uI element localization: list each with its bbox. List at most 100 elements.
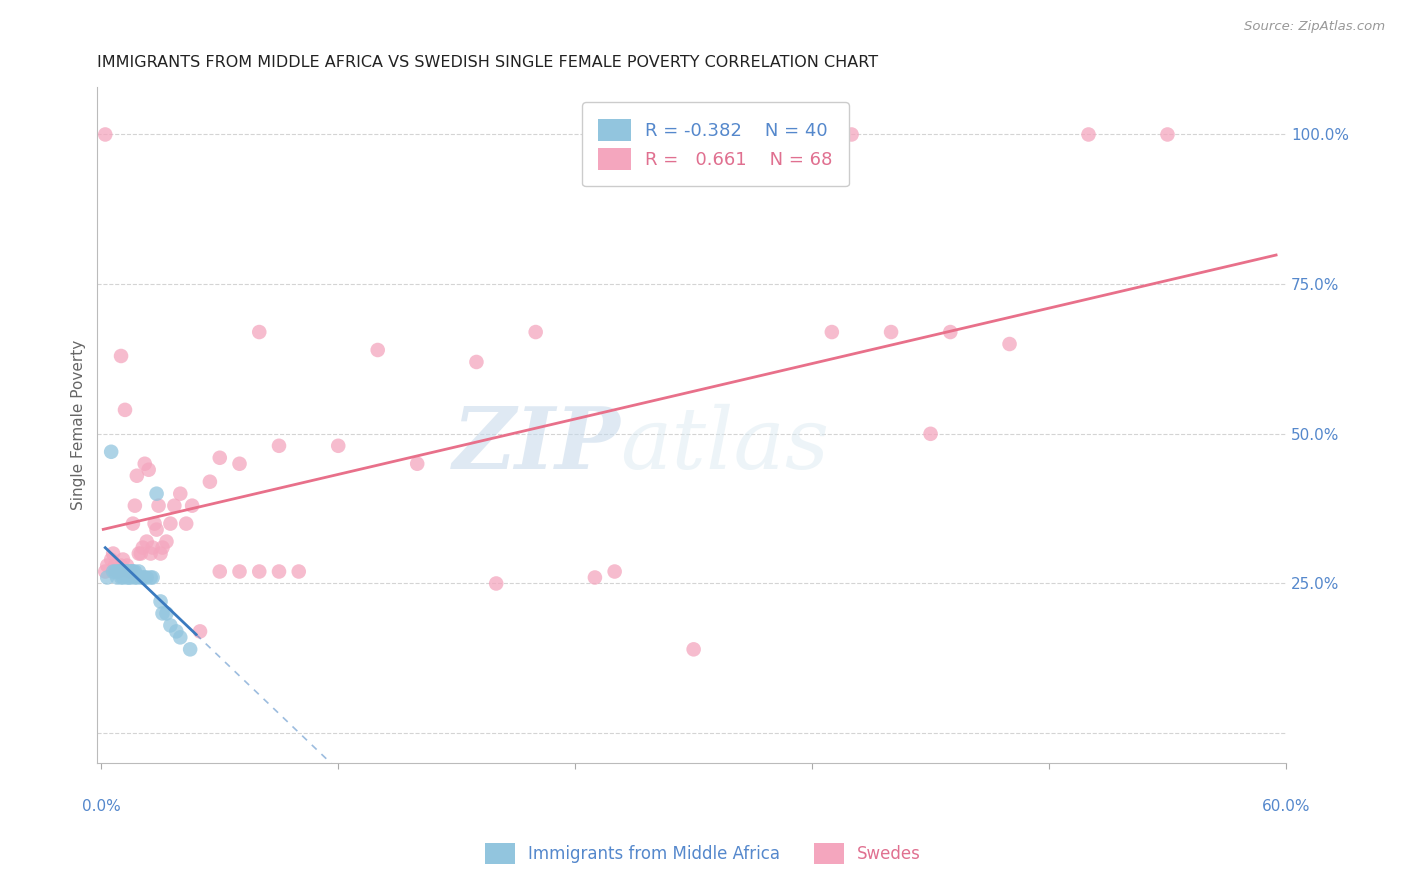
- Point: [125, 570, 148, 584]
- Point: [110, 570, 132, 584]
- Point: [228, 457, 250, 471]
- Point: [149, 594, 172, 608]
- Point: [100, 444, 122, 458]
- Point: [115, 558, 138, 573]
- Point: [135, 534, 157, 549]
- Point: [152, 607, 174, 621]
- Text: 60.0%: 60.0%: [1261, 799, 1310, 814]
- Point: [118, 570, 141, 584]
- Point: [188, 624, 211, 639]
- Point: [247, 325, 270, 339]
- Point: [96, 570, 118, 584]
- Point: [149, 547, 172, 561]
- Point: [181, 499, 204, 513]
- Text: IMMIGRANTS FROM MIDDLE AFRICA VS SWEDISH SINGLE FEMALE POVERTY CORRELATION CHART: IMMIGRANTS FROM MIDDLE AFRICA VS SWEDISH…: [97, 55, 879, 70]
- Point: [96, 558, 118, 573]
- Point: [122, 565, 145, 579]
- Point: [406, 457, 429, 471]
- Point: [208, 565, 231, 579]
- Point: [163, 499, 186, 513]
- Point: [143, 516, 166, 531]
- Point: [1156, 128, 1178, 142]
- Point: [247, 565, 270, 579]
- Point: [105, 565, 128, 579]
- Point: [104, 565, 127, 579]
- Point: [132, 570, 155, 584]
- Point: [139, 547, 162, 561]
- Point: [111, 570, 134, 584]
- Point: [125, 468, 148, 483]
- Point: [134, 570, 156, 584]
- Point: [105, 565, 128, 579]
- Point: [120, 565, 142, 579]
- Point: [118, 565, 141, 579]
- Point: [465, 355, 488, 369]
- Point: [114, 565, 136, 579]
- Point: [139, 570, 162, 584]
- Y-axis label: Single Female Poverty: Single Female Poverty: [72, 340, 86, 510]
- Point: [124, 570, 146, 584]
- Point: [145, 486, 167, 500]
- Point: [122, 516, 145, 531]
- Point: [179, 642, 201, 657]
- Point: [111, 552, 134, 566]
- Point: [682, 642, 704, 657]
- Point: [122, 565, 145, 579]
- Point: [524, 325, 547, 339]
- Point: [132, 541, 155, 555]
- Point: [762, 128, 785, 142]
- Point: [128, 547, 150, 561]
- Point: [138, 463, 160, 477]
- Text: Source: ZipAtlas.com: Source: ZipAtlas.com: [1244, 20, 1385, 33]
- Point: [114, 565, 136, 579]
- Point: [880, 325, 903, 339]
- Point: [174, 516, 197, 531]
- Point: [134, 457, 156, 471]
- Point: [142, 570, 165, 584]
- Point: [148, 499, 170, 513]
- Point: [145, 523, 167, 537]
- Point: [129, 570, 152, 584]
- Point: [821, 325, 844, 339]
- Point: [165, 624, 187, 639]
- Point: [208, 450, 231, 465]
- Legend: R = -0.382    N = 40, R =   0.661    N = 68: R = -0.382 N = 40, R = 0.661 N = 68: [582, 103, 849, 186]
- Point: [367, 343, 389, 357]
- Point: [124, 499, 146, 513]
- Point: [328, 439, 350, 453]
- Point: [142, 541, 165, 555]
- Point: [120, 570, 142, 584]
- Point: [267, 439, 290, 453]
- Point: [110, 558, 132, 573]
- Point: [118, 565, 141, 579]
- Point: [228, 565, 250, 579]
- Point: [155, 534, 177, 549]
- Point: [939, 325, 962, 339]
- Point: [998, 337, 1021, 351]
- Point: [115, 565, 138, 579]
- Point: [110, 565, 132, 579]
- Point: [198, 475, 221, 489]
- Point: [155, 607, 177, 621]
- Point: [108, 565, 131, 579]
- Point: [129, 547, 152, 561]
- Point: [1077, 128, 1099, 142]
- Text: atlas: atlas: [620, 404, 830, 486]
- Point: [583, 570, 606, 584]
- Point: [920, 426, 942, 441]
- Point: [111, 565, 134, 579]
- Text: ZIP: ZIP: [453, 403, 620, 487]
- Point: [152, 541, 174, 555]
- Point: [159, 618, 181, 632]
- Point: [120, 565, 142, 579]
- Point: [124, 565, 146, 579]
- Point: [485, 576, 508, 591]
- Point: [114, 402, 136, 417]
- Point: [841, 128, 863, 142]
- Point: [100, 552, 122, 566]
- Legend: Immigrants from Middle Africa, Swedes: Immigrants from Middle Africa, Swedes: [478, 837, 928, 871]
- Point: [101, 565, 124, 579]
- Point: [287, 565, 309, 579]
- Point: [169, 486, 191, 500]
- Point: [94, 128, 117, 142]
